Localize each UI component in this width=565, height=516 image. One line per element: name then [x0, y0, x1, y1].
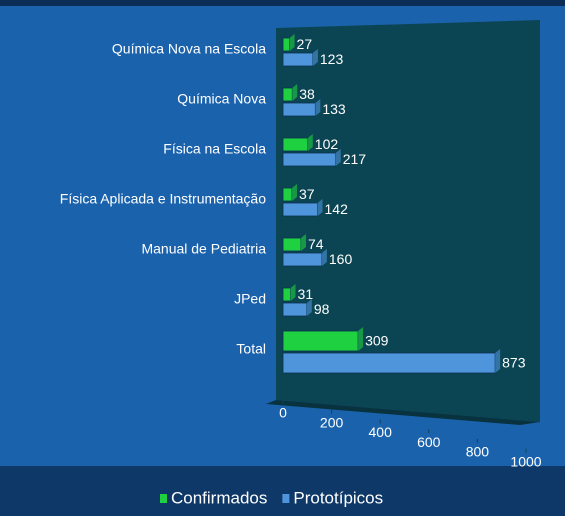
data-label: 37	[299, 186, 315, 202]
y-tick-label: Manual de Pediatria	[141, 241, 266, 257]
bar	[282, 87, 293, 102]
bar	[282, 237, 302, 252]
x-tick-label: 1000	[510, 453, 541, 469]
legend-label: Confirmados	[171, 488, 267, 507]
data-label: 133	[322, 101, 346, 117]
y-tick-label: Física na Escola	[163, 141, 266, 157]
bar-side	[300, 234, 306, 251]
bar-side	[317, 199, 323, 216]
bar	[282, 302, 308, 317]
bar	[282, 137, 309, 152]
y-tick-label: Química Nova	[177, 91, 266, 107]
bar-side	[289, 34, 295, 51]
data-label: 74	[308, 236, 324, 252]
data-label: 102	[315, 136, 339, 152]
bar	[282, 37, 290, 52]
bar-side	[291, 184, 297, 201]
x-tick-label: 600	[417, 434, 441, 450]
x-tick-label: 0	[279, 405, 287, 421]
bar-side	[306, 299, 312, 316]
data-label: 27	[297, 36, 313, 52]
bar-side	[307, 134, 313, 151]
data-label: 123	[320, 51, 344, 67]
plot-floor	[266, 400, 540, 425]
x-tick-label: 800	[466, 444, 490, 460]
bar	[282, 252, 323, 267]
legend-label: Prototípicos	[293, 488, 383, 507]
bar-side	[495, 349, 501, 373]
x-tick-label: 400	[369, 424, 393, 440]
bar-side	[315, 99, 321, 116]
y-tick-label: Total	[236, 341, 266, 357]
y-tick-label: JPed	[234, 291, 266, 307]
data-label: 38	[299, 86, 315, 102]
top-border	[0, 0, 565, 6]
bar-side	[335, 149, 341, 166]
data-label: 31	[298, 286, 314, 302]
legend-band	[0, 466, 565, 516]
bar	[282, 287, 291, 302]
bar-side	[290, 284, 296, 301]
bar-side	[358, 327, 364, 351]
bar	[282, 187, 293, 202]
legend-swatch	[160, 494, 167, 503]
legend-swatch	[282, 494, 290, 503]
plot-wall	[276, 20, 540, 422]
y-tick-label: Física Aplicada e Instrumentação	[60, 191, 266, 207]
y-tick-label: Química Nova na Escola	[112, 41, 266, 57]
bar	[282, 202, 318, 217]
data-label: 142	[325, 201, 349, 217]
bar	[282, 352, 496, 374]
bar-side	[292, 84, 298, 101]
data-label: 873	[502, 355, 526, 371]
bar	[282, 330, 359, 352]
data-label: 98	[314, 301, 330, 317]
data-label: 309	[365, 333, 389, 349]
data-label: 160	[329, 251, 353, 267]
data-label: 217	[343, 151, 367, 167]
bar	[282, 102, 316, 117]
x-tick-label: 200	[320, 414, 344, 430]
bar	[282, 152, 337, 167]
bar	[282, 52, 314, 67]
bar-side	[321, 249, 327, 266]
bar-side	[312, 49, 318, 66]
